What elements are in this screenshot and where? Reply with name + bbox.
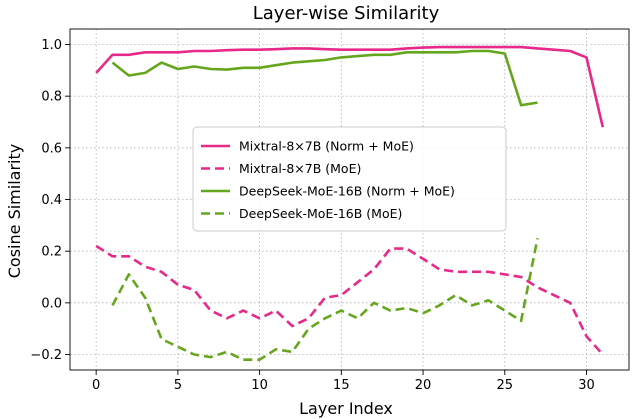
legend-label-3: DeepSeek-MoE-16B (Norm + MoE) — [239, 184, 455, 199]
x-tick-label: 10 — [251, 378, 268, 393]
series-line-3 — [111, 49, 538, 107]
legend: Mixtral-8×7B (Norm + MoE) Mixtral-8×7B (M… — [192, 126, 507, 232]
x-tick-label: 30 — [578, 378, 595, 393]
legend-label-1: Mixtral-8×7B (Norm + MoE) — [239, 139, 414, 154]
x-tick-label: 5 — [174, 378, 182, 393]
x-tick-label: 25 — [497, 378, 514, 393]
x-tick-label: 15 — [333, 378, 350, 393]
y-tick-label: −0.2 — [30, 348, 62, 363]
x-axis-label: Layer Index — [299, 399, 393, 418]
legend-label-4: DeepSeek-MoE-16B (MoE) — [239, 206, 402, 221]
x-tick-label: 0 — [92, 378, 100, 393]
y-tick-label: 0.0 — [41, 296, 62, 311]
legend-box — [192, 126, 507, 232]
y-tick-label: 0.8 — [41, 90, 62, 105]
y-tick-label: 0.4 — [41, 193, 62, 208]
y-axis-ticks: −0.2 0.0 0.2 0.4 0.6 0.8 1.0 — [30, 38, 70, 363]
x-axis-ticks: 0 5 10 15 20 25 30 — [92, 370, 595, 393]
series-line-4 — [111, 238, 539, 362]
y-tick-label: 0.6 — [41, 141, 62, 156]
series-line-2 — [95, 244, 604, 356]
y-tick-label: 0.2 — [41, 245, 62, 260]
chart-title: Layer-wise Similarity — [253, 3, 440, 24]
series-line-1 — [95, 45, 605, 128]
x-tick-label: 20 — [415, 378, 432, 393]
y-axis-label: Cosine Similarity — [5, 144, 24, 278]
legend-label-2: Mixtral-8×7B (MoE) — [239, 161, 361, 176]
y-tick-label: 1.0 — [41, 38, 62, 53]
series-lines — [95, 45, 605, 362]
grid-lines — [70, 29, 629, 370]
